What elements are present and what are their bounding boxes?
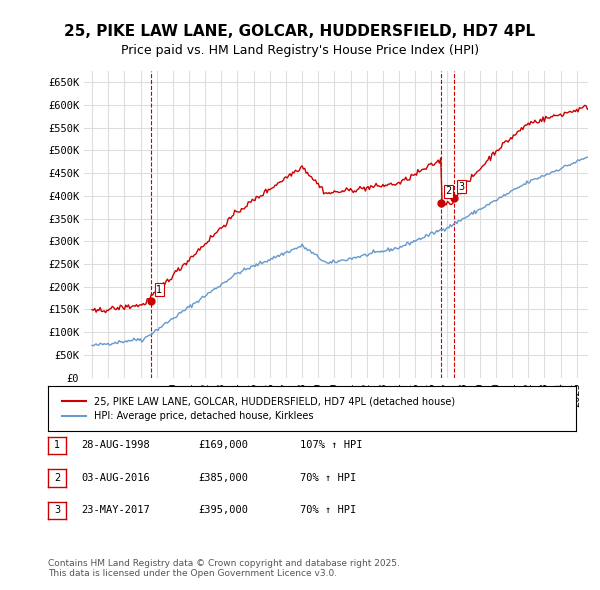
Text: Contains HM Land Registry data © Crown copyright and database right 2025.
This d: Contains HM Land Registry data © Crown c… bbox=[48, 559, 400, 578]
Text: 25, PIKE LAW LANE, GOLCAR, HUDDERSFIELD, HD7 4PL: 25, PIKE LAW LANE, GOLCAR, HUDDERSFIELD,… bbox=[64, 24, 536, 38]
Text: £395,000: £395,000 bbox=[198, 506, 248, 515]
Text: 03-AUG-2016: 03-AUG-2016 bbox=[81, 473, 150, 483]
Legend: 25, PIKE LAW LANE, GOLCAR, HUDDERSFIELD, HD7 4PL (detached house), HPI: Average : 25, PIKE LAW LANE, GOLCAR, HUDDERSFIELD,… bbox=[58, 392, 459, 425]
Text: 3: 3 bbox=[458, 182, 465, 192]
Text: £169,000: £169,000 bbox=[198, 441, 248, 450]
Text: 2: 2 bbox=[446, 186, 452, 196]
Text: Price paid vs. HM Land Registry's House Price Index (HPI): Price paid vs. HM Land Registry's House … bbox=[121, 44, 479, 57]
Text: 70% ↑ HPI: 70% ↑ HPI bbox=[300, 473, 356, 483]
Text: 1: 1 bbox=[156, 284, 162, 294]
Text: 70% ↑ HPI: 70% ↑ HPI bbox=[300, 506, 356, 515]
Text: 3: 3 bbox=[54, 506, 60, 515]
Text: 107% ↑ HPI: 107% ↑ HPI bbox=[300, 441, 362, 450]
Text: 28-AUG-1998: 28-AUG-1998 bbox=[81, 441, 150, 450]
Text: 23-MAY-2017: 23-MAY-2017 bbox=[81, 506, 150, 515]
Text: 2: 2 bbox=[54, 473, 60, 483]
Text: £385,000: £385,000 bbox=[198, 473, 248, 483]
Text: 1: 1 bbox=[54, 441, 60, 450]
